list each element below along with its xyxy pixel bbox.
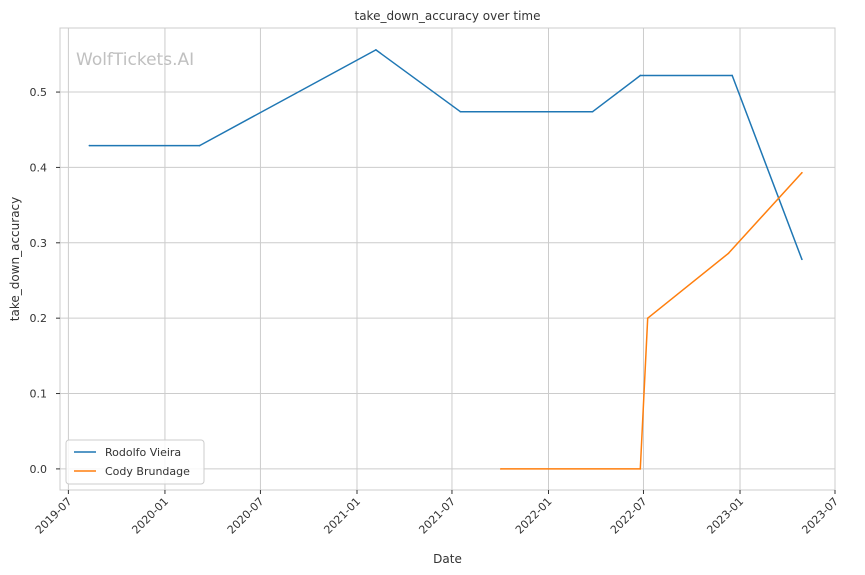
data-point (801, 171, 803, 174)
x-tick-label: 2021-07 (416, 495, 458, 537)
data-point (731, 74, 733, 77)
y-tick-label: 0.0 (30, 463, 48, 476)
data-point (198, 144, 201, 147)
data-point (646, 317, 649, 319)
y-axis-label: take_down_accuracy (8, 197, 22, 321)
x-axis-label: Date (433, 552, 462, 566)
data-point (459, 110, 462, 113)
chart-title: take_down_accuracy over time (355, 9, 541, 23)
x-tick-label: 2023-07 (799, 495, 841, 537)
data-point (591, 110, 594, 113)
x-tick-label: 2021-01 (321, 495, 363, 537)
x-tick-label: 2023-01 (704, 495, 746, 537)
x-tick-label: 2020-07 (225, 495, 267, 537)
y-tick-label: 0.3 (30, 237, 48, 250)
legend-box (65, 439, 205, 485)
x-tick-label: 2020-01 (129, 495, 171, 537)
watermark-text: WolfTickets.AI (76, 50, 194, 70)
plot-area-frame (59, 27, 836, 491)
grid (60, 28, 836, 490)
data-point (499, 468, 502, 470)
y-tick-label: 0.2 (30, 312, 48, 325)
data-point (639, 74, 642, 77)
series-line-0 (89, 49, 803, 260)
y-tick-label: 0.1 (30, 388, 48, 401)
legend-label: Cody Brundage (105, 465, 190, 478)
data-point (727, 252, 730, 255)
x-tick-label: 2022-01 (513, 495, 555, 537)
y-tick-label: 0.4 (30, 161, 48, 174)
y-tick-label: 0.5 (30, 86, 48, 99)
data-point (801, 258, 803, 261)
x-tick-label: 2022-07 (608, 495, 650, 537)
x-tick-label: 2019-07 (33, 495, 75, 537)
legend: Rodolfo Vieira Cody Brundage (65, 439, 205, 485)
series-lines (88, 49, 803, 470)
data-point (639, 468, 642, 470)
data-point (88, 144, 91, 147)
series-line-1 (500, 172, 803, 470)
legend-label: Rodolfo Vieira (105, 446, 181, 459)
data-point (375, 49, 377, 51)
